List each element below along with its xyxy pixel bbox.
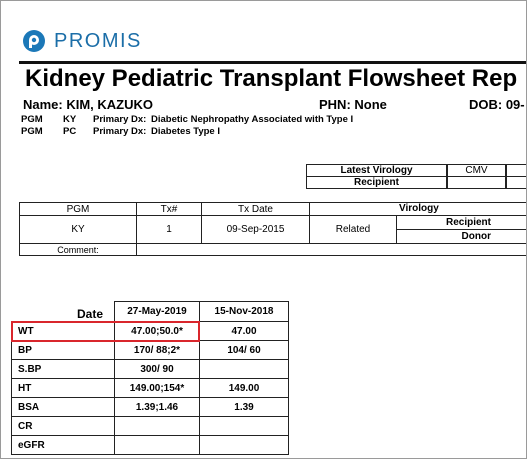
virology-cell: [506, 176, 526, 189]
logo-icon: [23, 30, 45, 52]
diagnosis-text: Diabetes Type I: [151, 126, 220, 137]
diagnosis-text: PGM: [21, 114, 43, 125]
lab-value: [199, 359, 289, 379]
lab-label: S.BP: [11, 359, 115, 379]
lab-value: 1.39: [199, 397, 289, 417]
lab-value: 149.00;154*: [114, 378, 200, 398]
diagnosis-text: Diabetic Nephropathy Associated with Typ…: [151, 114, 354, 125]
transplant-header: Tx Date: [201, 202, 310, 216]
lab-value: 47.00: [199, 321, 289, 341]
comment-value: [136, 243, 526, 256]
lab-value: 1.39;1.46: [114, 397, 200, 417]
comment-cell: Comment:: [19, 243, 137, 256]
virology-role: Recipient: [396, 215, 526, 230]
transplant-cell: 09-Sep-2015: [201, 215, 310, 244]
patient-phn: PHN: None: [319, 97, 387, 112]
virology-cell: Recipient: [306, 176, 447, 189]
date-header: 15-Nov-2018: [199, 301, 289, 322]
diagnosis-text: Primary Dx:: [93, 114, 147, 125]
patient-name: Name: KIM, KAZUKO: [23, 97, 154, 112]
diagnosis-text: PC: [63, 126, 77, 137]
diagnosis-text: Primary Dx:: [93, 126, 147, 137]
date-header: 27-May-2019: [114, 301, 200, 322]
lab-value: [199, 435, 289, 455]
lab-value: 300/ 90: [114, 359, 200, 379]
lab-label: BP: [11, 340, 115, 360]
transplant-cell: KY: [19, 215, 137, 244]
lab-value: [114, 435, 200, 455]
transplant-header: Virology: [399, 203, 439, 214]
lab-label: HT: [11, 378, 115, 398]
virology-cell: [447, 176, 506, 189]
report-title: Kidney Pediatric Transplant Flowsheet Re…: [25, 65, 518, 92]
transplant-cell: 1: [136, 215, 202, 244]
lab-value: [199, 416, 289, 436]
virology-role: Donor: [396, 229, 526, 244]
lab-label: BSA: [11, 397, 115, 417]
lab-label: CR: [11, 416, 115, 436]
patient-dob: DOB: 09-: [469, 97, 525, 112]
diagnosis-text: PGM: [21, 126, 43, 137]
title-rule: [19, 61, 526, 64]
transplant-header: PGM: [19, 202, 137, 216]
transplant-header: Tx#: [136, 202, 202, 216]
transplant-cell: Related: [309, 215, 397, 244]
lab-value: 104/ 60: [199, 340, 289, 360]
lab-value: 170/ 88;2*: [114, 340, 200, 360]
lab-label: eGFR: [11, 435, 115, 455]
highlight-box: [11, 321, 200, 342]
logo-text: PROMIS: [54, 30, 142, 52]
date-label: Date: [77, 307, 104, 321]
diagnosis-text: KY: [63, 114, 77, 125]
lab-value: [114, 416, 200, 436]
lab-value: 149.00: [199, 378, 289, 398]
